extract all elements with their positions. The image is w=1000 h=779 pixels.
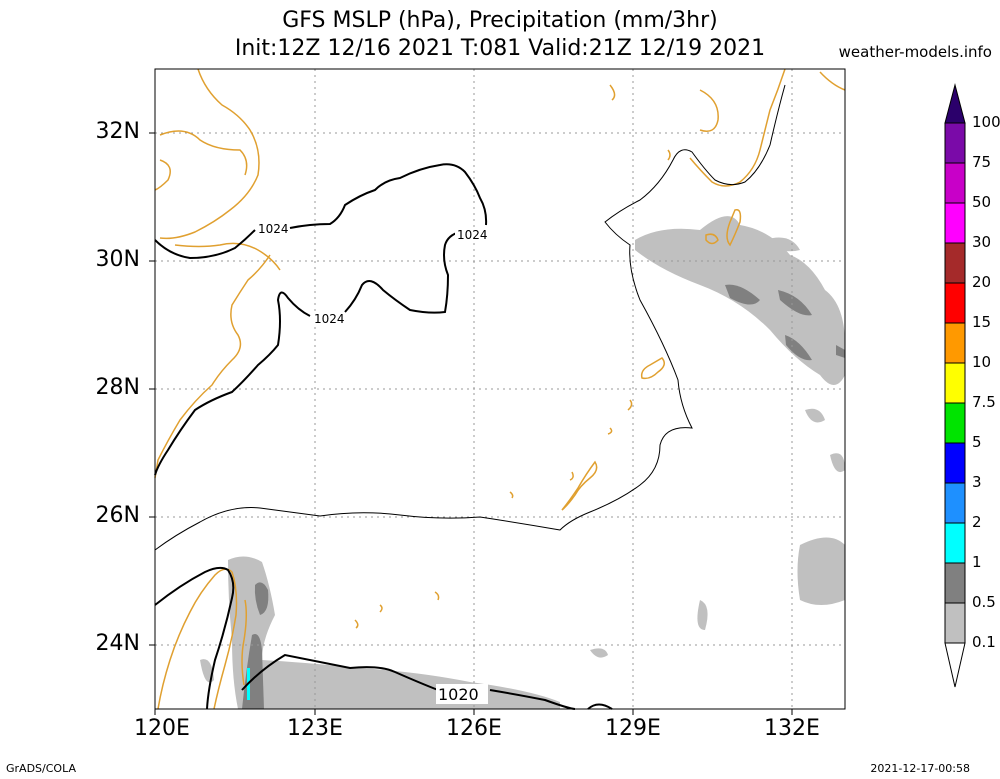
lat-label: 32N [95, 119, 140, 144]
colorbar-label: 50 [972, 193, 992, 211]
lat-label: 30N [95, 247, 140, 272]
precip-area [254, 582, 269, 615]
colorbar-label: 10 [972, 353, 992, 371]
colorbar-label: 75 [972, 153, 992, 171]
grid-lines [155, 69, 845, 709]
colorbar-label: 7.5 [972, 393, 996, 411]
japan-island [726, 209, 742, 247]
map-subtitle: Init:12Z 12/16 2021 T:081 Valid:21Z 12/1… [234, 36, 766, 61]
colorbar-label: 0.1 [972, 633, 996, 651]
colorbar [944, 83, 966, 688]
lon-label: 123E [287, 716, 343, 741]
isobar-1024 [154, 163, 488, 476]
lon-label: 120E [134, 716, 190, 741]
precip-area [765, 237, 800, 252]
precip-area [697, 600, 708, 630]
precip-area [830, 453, 845, 473]
isobars [154, 84, 786, 710]
colorbar-label: 1 [972, 553, 982, 571]
isobar-label: 1024 [457, 228, 488, 242]
colorbar-label: 5 [972, 433, 982, 451]
precip-area [778, 290, 812, 316]
china-coast [154, 130, 248, 191]
colorbar-label: 2 [972, 513, 982, 531]
precip-area [590, 648, 608, 658]
isobar-label: 1024 [314, 312, 345, 326]
isobar-thin [154, 84, 786, 551]
isobar-label: 1024 [258, 222, 289, 236]
precip-area [797, 537, 845, 605]
lon-label: 132E [764, 716, 820, 741]
coastlines [154, 68, 846, 710]
precip-area [228, 556, 560, 709]
colorbar-label: 0.5 [972, 593, 996, 611]
colorbar-label: 15 [972, 313, 992, 331]
colorbar-label: 100 [972, 113, 1000, 131]
isobar-label: 1020 [438, 685, 479, 704]
island-coast [241, 599, 248, 686]
lon-label: 129E [605, 716, 661, 741]
axis-ticks [149, 132, 793, 715]
precip-layer [200, 216, 845, 709]
taiwan-coast [157, 568, 238, 710]
precip-area [785, 335, 812, 361]
colorbar-label: 30 [972, 233, 992, 251]
map-title: GFS MSLP (hPa), Precipitation (mm/3hr) [282, 8, 718, 33]
colorbar-label: 3 [972, 473, 982, 491]
colorbar-label: 20 [972, 273, 992, 291]
footer-timestamp: 2021-12-17-00:58 [870, 762, 970, 775]
lat-label: 24N [95, 631, 140, 656]
lon-label: 126E [446, 716, 502, 741]
ryukyu-coast [354, 357, 665, 629]
lat-label: 26N [95, 503, 140, 528]
japan-island [705, 233, 719, 245]
precip-area [725, 284, 760, 305]
precip-area [836, 345, 845, 358]
isobar-1020 [154, 566, 613, 710]
japan-coast [609, 68, 846, 187]
footer-credit: GrADS/COLA [6, 762, 76, 775]
site-credit: weather-models.info [838, 43, 992, 61]
lat-label: 28N [95, 375, 140, 400]
precip-area [805, 408, 825, 423]
